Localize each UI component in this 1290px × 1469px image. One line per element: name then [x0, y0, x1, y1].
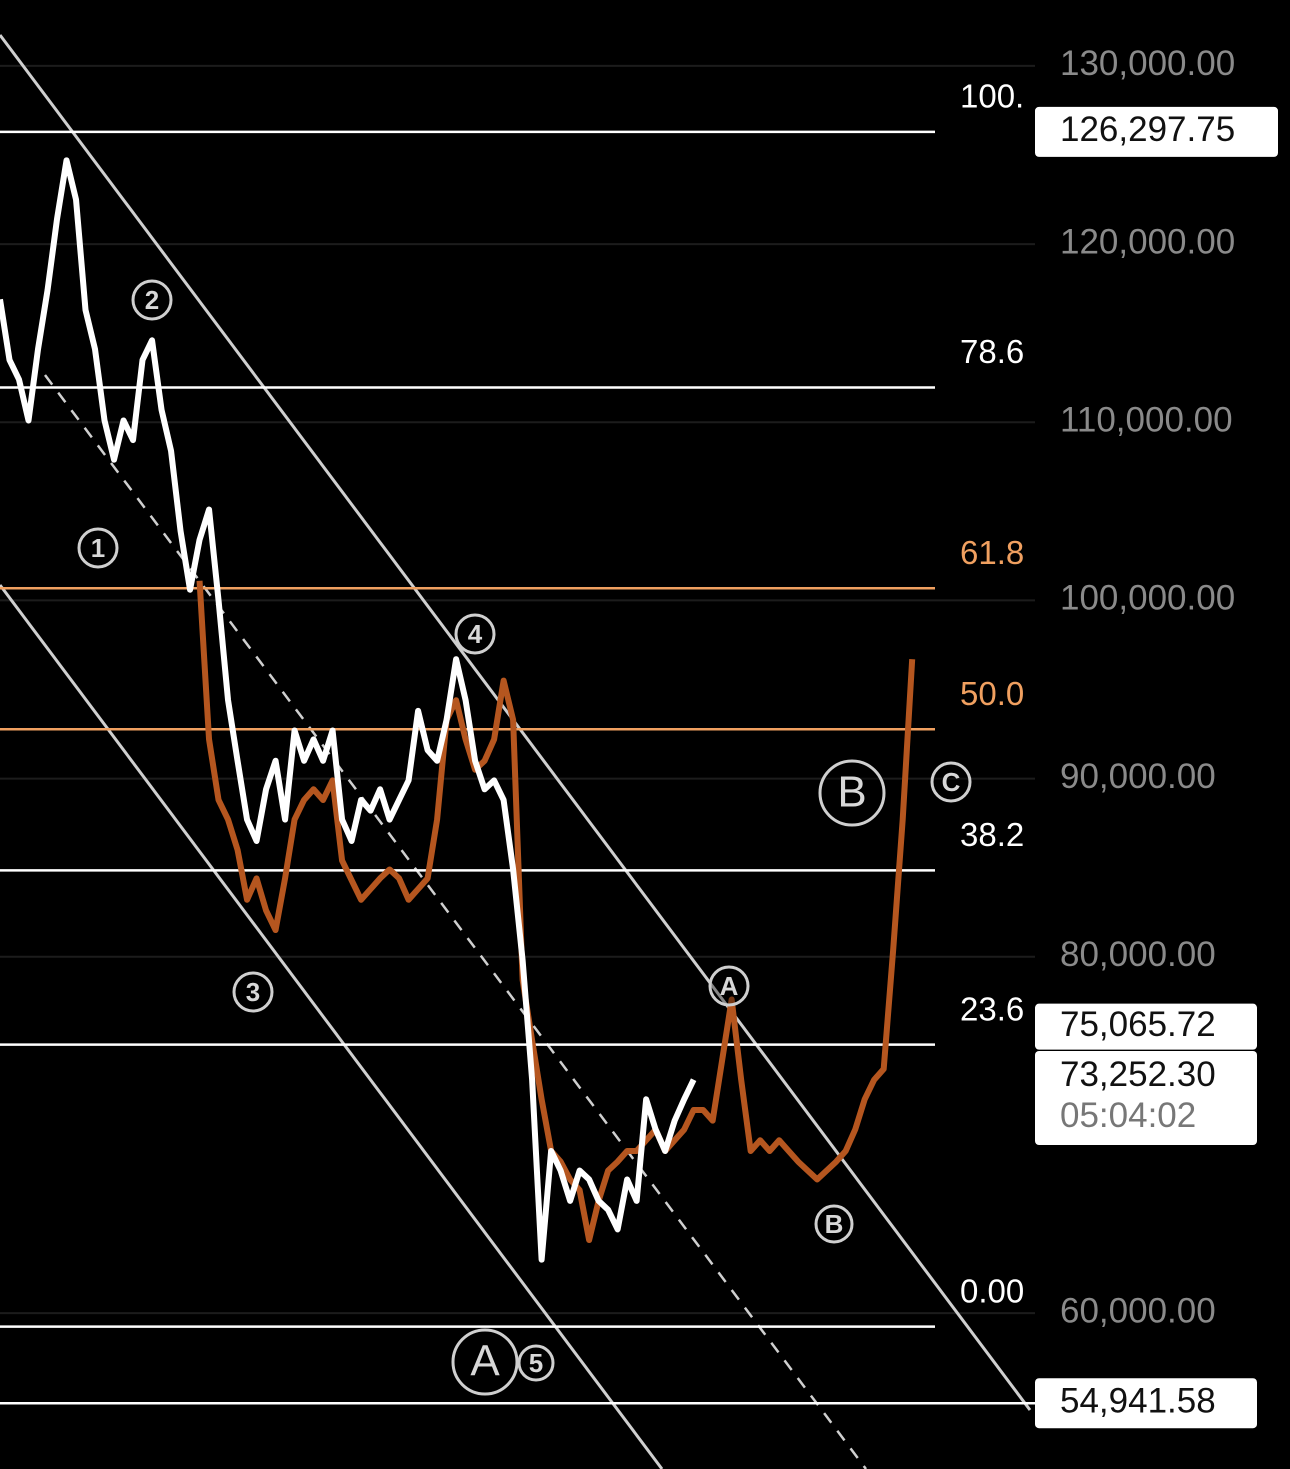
wave-marker: [131, 279, 173, 321]
price-tag-label: 126,297.75: [1060, 110, 1235, 149]
fib-levels: 100. 78.6 61.8 50.0 38.2 23.6 0.00: [0, 78, 1024, 1328]
wave-label: C: [942, 767, 961, 797]
wave-marker: [818, 759, 886, 827]
wave-label: 2: [145, 285, 159, 315]
wave-label: 5: [529, 1348, 543, 1378]
price-tag-label: 54,941.58: [1060, 1381, 1216, 1420]
y-axis: 130,000.00 120,000.00 110,000.00 100,000.00…: [1060, 44, 1235, 1330]
price-line: [0, 157, 697, 1263]
y-tick-label: 130,000.00: [1060, 44, 1235, 83]
grid: [0, 64, 1035, 1315]
wave-marker: [930, 761, 972, 803]
wave-label: B: [837, 768, 866, 817]
y-tick-label: 110,000.00: [1060, 401, 1233, 440]
fib-label: 38.2: [960, 816, 1024, 853]
wave-label: B: [825, 1209, 844, 1239]
fib-label: 0.00: [960, 1272, 1024, 1309]
y-tick-label: 90,000.00: [1060, 757, 1216, 796]
wave-marker: [77, 527, 119, 569]
wave-marker: [232, 971, 274, 1013]
price-tag-time: 05:04:02: [1060, 1096, 1196, 1135]
y-tick-label: 100,000.00: [1060, 579, 1235, 618]
price-tag: [1035, 1003, 1257, 1050]
wave-marker: [451, 1328, 519, 1396]
fib-label: 61.8: [960, 534, 1024, 571]
price-line: [196, 580, 916, 1244]
channel-line: [0, 584, 664, 1469]
series: [0, 157, 916, 1263]
wave-label: A: [720, 971, 739, 1001]
price-tag-label: 73,252.30: [1060, 1055, 1216, 1094]
price-tag: [1035, 1378, 1257, 1429]
fib-label: 100.: [960, 78, 1024, 115]
price-tag: [1035, 1050, 1257, 1145]
fib-label: 50.0: [960, 675, 1024, 712]
wave-marker: [454, 613, 496, 655]
price-tag: [1035, 106, 1278, 157]
fib-label: 78.6: [960, 333, 1024, 370]
wave-label: 3: [246, 977, 260, 1007]
wave-label: 4: [468, 619, 483, 649]
fib-label: 23.6: [960, 990, 1024, 1027]
y-tick-label: 60,000.00: [1060, 1291, 1216, 1330]
wave-marker: [814, 1204, 854, 1244]
y-tick-label: 120,000.00: [1060, 222, 1235, 261]
wave-marker: [517, 1344, 555, 1382]
channel-midline: [44, 374, 867, 1469]
y-tick-label: 80,000.00: [1060, 935, 1216, 974]
wave-marker: [708, 965, 750, 1007]
price-tag-label: 75,065.72: [1060, 1005, 1216, 1044]
wave-label: 1: [91, 533, 105, 563]
wave-label: A: [470, 1337, 500, 1386]
